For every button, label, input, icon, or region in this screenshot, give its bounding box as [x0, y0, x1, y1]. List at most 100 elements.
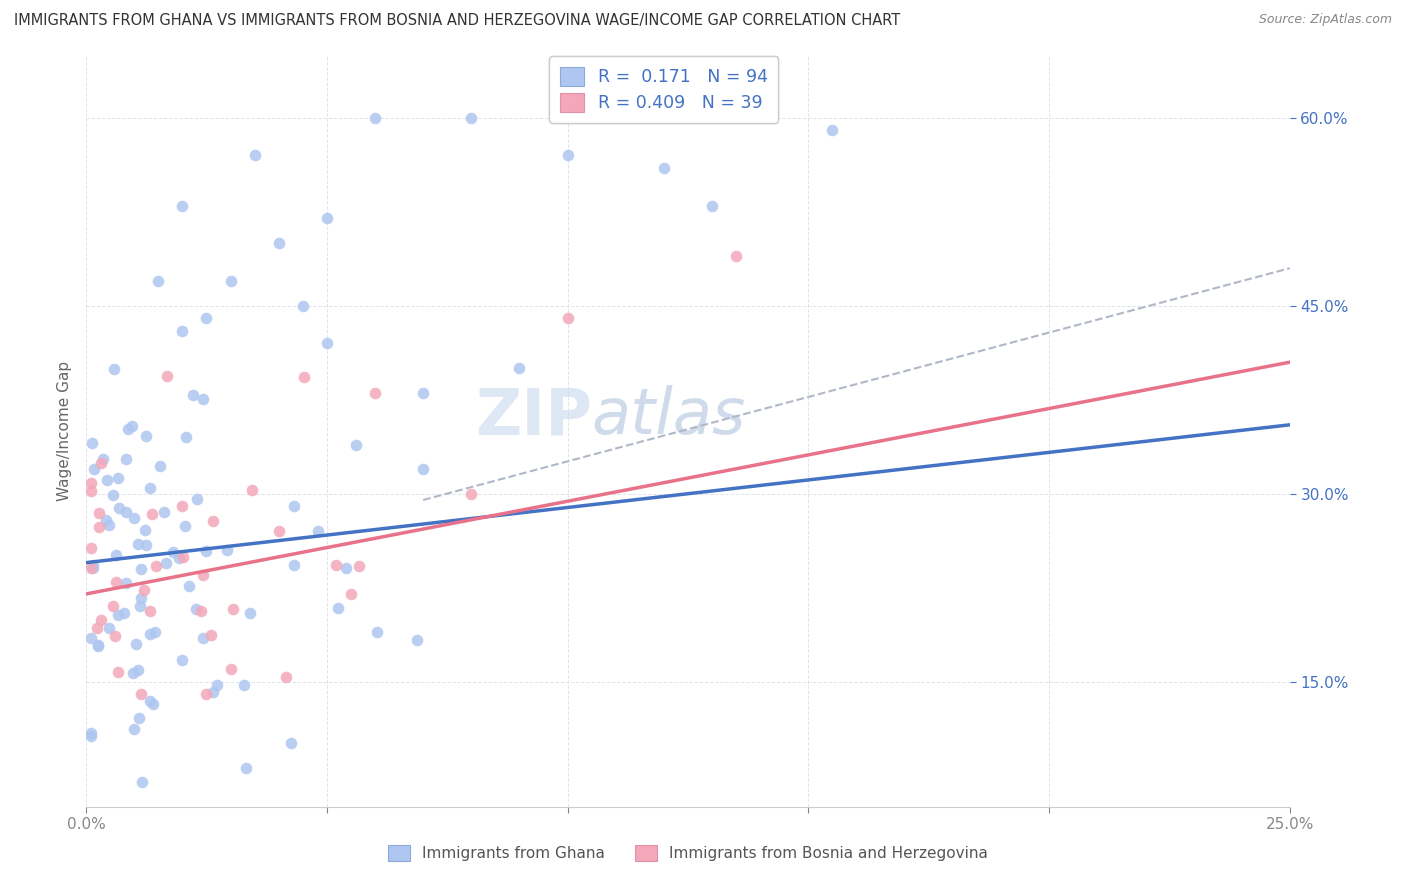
- Point: [167, 551, 190, 566]
- Point: [405, 632, 427, 647]
- Point: [112, 606, 135, 620]
- Point: [195, 543, 218, 558]
- Point: [132, 583, 155, 598]
- Point: [80, 483, 103, 498]
- Point: [139, 694, 162, 708]
- Point: [148, 274, 170, 288]
- Point: [117, 422, 139, 436]
- Point: [232, 678, 254, 692]
- Point: [240, 483, 263, 497]
- Point: [129, 687, 152, 701]
- Point: [94, 513, 117, 527]
- Point: [267, 524, 290, 539]
- Point: [145, 559, 167, 574]
- Point: [325, 558, 347, 572]
- Point: [135, 428, 157, 442]
- Point: [131, 775, 153, 789]
- Point: [129, 561, 152, 575]
- Point: [107, 665, 129, 679]
- Point: [98, 518, 121, 533]
- Point: [122, 722, 145, 736]
- Point: [283, 500, 305, 514]
- Point: [267, 236, 290, 251]
- Point: [364, 111, 387, 125]
- Text: atlas: atlas: [592, 385, 747, 447]
- Point: [170, 652, 193, 666]
- Point: [340, 587, 363, 601]
- Point: [190, 603, 212, 617]
- Point: [700, 198, 723, 212]
- Point: [335, 561, 357, 575]
- Point: [139, 626, 162, 640]
- Point: [557, 148, 579, 162]
- Point: [326, 601, 349, 615]
- Point: [107, 608, 129, 623]
- Point: [364, 386, 387, 401]
- Point: [115, 505, 138, 519]
- Point: [87, 506, 110, 520]
- Point: [201, 685, 224, 699]
- Point: [87, 639, 110, 653]
- Point: [127, 664, 149, 678]
- Point: [149, 458, 172, 473]
- Text: Source: ZipAtlas.com: Source: ZipAtlas.com: [1258, 13, 1392, 27]
- Point: [142, 697, 165, 711]
- Point: [222, 602, 245, 616]
- Point: [82, 561, 104, 575]
- Y-axis label: Wage/Income Gap: Wage/Income Gap: [58, 361, 72, 501]
- Point: [104, 629, 127, 643]
- Point: [90, 456, 112, 470]
- Point: [195, 687, 218, 701]
- Point: [80, 729, 103, 743]
- Point: [173, 519, 195, 533]
- Point: [557, 311, 579, 326]
- Point: [219, 274, 242, 288]
- Point: [366, 625, 388, 640]
- Point: [96, 473, 118, 487]
- Point: [141, 507, 163, 521]
- Point: [186, 492, 208, 507]
- Point: [276, 670, 298, 684]
- Point: [80, 561, 103, 575]
- Point: [174, 429, 197, 443]
- Point: [460, 486, 482, 500]
- Point: [412, 461, 434, 475]
- Point: [200, 627, 222, 641]
- Point: [129, 599, 152, 614]
- Point: [114, 575, 136, 590]
- Point: [217, 543, 239, 558]
- Point: [97, 621, 120, 635]
- Point: [86, 621, 108, 635]
- Point: [219, 662, 242, 676]
- Point: [83, 462, 105, 476]
- Text: IMMIGRANTS FROM GHANA VS IMMIGRANTS FROM BOSNIA AND HERZEGOVINA WAGE/INCOME GAP : IMMIGRANTS FROM GHANA VS IMMIGRANTS FROM…: [14, 13, 900, 29]
- Point: [821, 123, 844, 137]
- Point: [122, 510, 145, 524]
- Point: [91, 451, 114, 466]
- Point: [121, 666, 143, 681]
- Point: [80, 726, 103, 740]
- Point: [283, 558, 305, 573]
- Point: [162, 544, 184, 558]
- Point: [193, 392, 215, 406]
- Point: [315, 336, 337, 351]
- Point: [172, 549, 194, 564]
- Point: [172, 500, 194, 514]
- Point: [115, 452, 138, 467]
- Point: [80, 475, 103, 490]
- Point: [135, 538, 157, 552]
- Point: [307, 524, 329, 539]
- Point: [107, 470, 129, 484]
- Point: [90, 614, 112, 628]
- Point: [193, 631, 215, 645]
- Point: [191, 567, 214, 582]
- Legend: R =  0.171   N = 94, R = 0.409   N = 39: R = 0.171 N = 94, R = 0.409 N = 39: [550, 56, 779, 122]
- Point: [239, 606, 262, 620]
- Point: [315, 211, 337, 225]
- Point: [186, 602, 208, 616]
- Point: [172, 198, 194, 212]
- Point: [139, 482, 162, 496]
- Point: [460, 111, 482, 125]
- Point: [195, 311, 218, 326]
- Point: [181, 388, 204, 402]
